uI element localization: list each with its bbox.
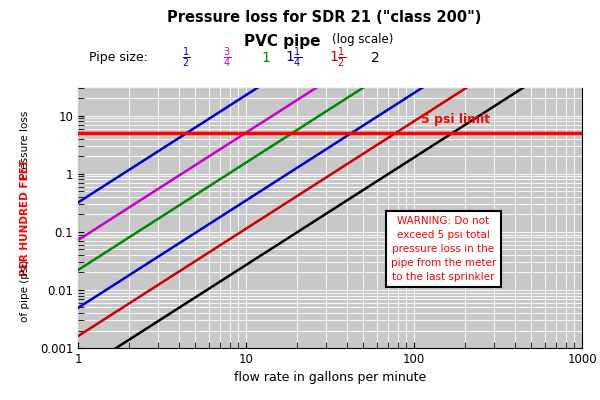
- Text: $1\frac{1}{2}$: $1\frac{1}{2}$: [329, 46, 346, 70]
- Text: PVC pipe: PVC pipe: [244, 34, 320, 49]
- Text: PER HUNDRED FEET: PER HUNDRED FEET: [20, 160, 30, 276]
- Text: $\frac{1}{2}$: $\frac{1}{2}$: [182, 46, 190, 70]
- Text: Pressure loss for SDR 21 ("class 200"): Pressure loss for SDR 21 ("class 200"): [167, 10, 481, 25]
- Text: of pipe (psi): of pipe (psi): [20, 260, 30, 322]
- Text: Pipe size:: Pipe size:: [89, 52, 148, 64]
- Text: $2$: $2$: [370, 51, 380, 65]
- Text: 5 psi limit: 5 psi limit: [421, 113, 490, 126]
- Text: $\frac{3}{4}$: $\frac{3}{4}$: [223, 46, 231, 70]
- X-axis label: flow rate in gallons per minute: flow rate in gallons per minute: [234, 372, 426, 384]
- Text: $1$: $1$: [261, 51, 271, 65]
- Text: (log scale): (log scale): [332, 33, 394, 46]
- Text: WARNING: Do not
exceed 5 psi total
pressure loss in the
pipe from the meter
to t: WARNING: Do not exceed 5 psi total press…: [391, 216, 496, 282]
- Text: Pressure loss: Pressure loss: [20, 111, 30, 179]
- Text: $1\frac{1}{4}$: $1\frac{1}{4}$: [286, 46, 302, 70]
